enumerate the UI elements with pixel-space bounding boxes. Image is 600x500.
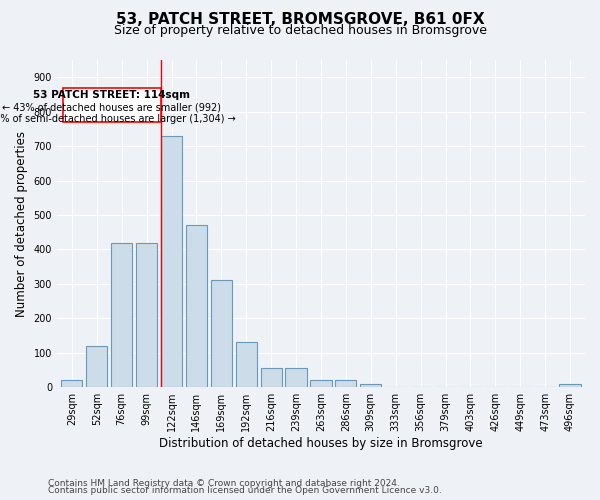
Bar	[186, 226, 207, 387]
Bar	[61, 380, 82, 387]
Text: Size of property relative to detached houses in Bromsgrove: Size of property relative to detached ho…	[113, 24, 487, 37]
Bar	[559, 384, 581, 387]
Text: ← 43% of detached houses are smaller (992): ← 43% of detached houses are smaller (99…	[2, 102, 221, 113]
Text: 53 PATCH STREET: 114sqm: 53 PATCH STREET: 114sqm	[34, 90, 190, 100]
Bar	[111, 242, 132, 387]
Text: Contains public sector information licensed under the Open Government Licence v3: Contains public sector information licen…	[48, 486, 442, 495]
Y-axis label: Number of detached properties: Number of detached properties	[15, 130, 28, 316]
Bar	[335, 380, 356, 387]
Bar	[360, 384, 382, 387]
Text: 56% of semi-detached houses are larger (1,304) →: 56% of semi-detached houses are larger (…	[0, 114, 236, 124]
Text: Contains HM Land Registry data © Crown copyright and database right 2024.: Contains HM Land Registry data © Crown c…	[48, 478, 400, 488]
Bar	[161, 136, 182, 387]
Bar	[86, 346, 107, 387]
Bar	[236, 342, 257, 387]
Bar	[310, 380, 332, 387]
Bar	[211, 280, 232, 387]
Bar	[136, 242, 157, 387]
Bar	[260, 368, 282, 387]
Bar	[286, 368, 307, 387]
Text: 53, PATCH STREET, BROMSGROVE, B61 0FX: 53, PATCH STREET, BROMSGROVE, B61 0FX	[116, 12, 484, 28]
X-axis label: Distribution of detached houses by size in Bromsgrove: Distribution of detached houses by size …	[159, 437, 483, 450]
